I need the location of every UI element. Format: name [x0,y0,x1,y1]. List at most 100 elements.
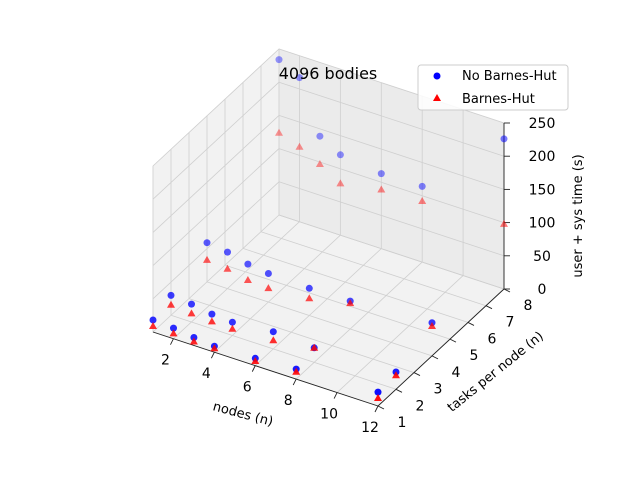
y-tick-mark [467,322,475,326]
point-barnes-hut [243,276,252,283]
point-barnes-hut [418,197,427,204]
point-barnes-hut [167,300,175,308]
point-barnes-hut [223,264,232,272]
z-grid-line [152,115,280,233]
point-no-barnes-hut [269,328,277,336]
y-tick-label: 7 [506,315,515,331]
legend-marker-no-barnes-hut [433,72,441,80]
point-barnes-hut [346,299,355,307]
y-tick-label: 4 [452,365,461,381]
z-grid-line [152,48,280,167]
z-tick-label: 0 [538,282,547,298]
point-barnes-hut [149,322,157,329]
point-barnes-hut [210,344,219,352]
z-tick-label: 200 [529,149,556,165]
y-grid-line [224,264,451,340]
y-grid-line [242,248,469,323]
z-axis-label: user + sys time (s) [571,154,586,277]
point-no-barnes-hut [418,182,426,190]
point-barnes-hut [305,294,314,302]
point-no-barnes-hut [188,300,195,308]
y-tick-mark [413,372,421,376]
point-no-barnes-hut [208,310,216,318]
y-tick-label: 8 [524,298,533,314]
legend-label-no-barnes-hut: No Barnes-Hut [462,69,557,84]
point-barnes-hut [189,337,198,345]
y-grid-line [260,231,487,307]
point-barnes-hut [315,160,324,167]
point-barnes-hut [269,336,278,344]
point-no-barnes-hut [167,291,175,299]
z-tick-label: 50 [533,249,551,265]
point-barnes-hut [203,255,211,263]
z-grid-line [152,181,280,300]
legend-marker-barnes-hut [433,94,441,101]
legend-label-barnes-hut: Barnes-Hut [462,92,535,107]
point-no-barnes-hut [275,56,283,64]
point-barnes-hut [187,309,196,317]
point-barnes-hut [310,343,319,351]
x-tick-mark [210,351,215,359]
x-tick-label: 4 [202,366,211,382]
z-grid-line [278,214,505,290]
x-tick-label: 10 [320,407,338,423]
z-grid-line [152,148,280,266]
z-tick-label: 100 [529,216,556,232]
z-grid-line [278,148,505,223]
point-barnes-hut [377,185,386,193]
data-points [149,56,508,401]
point-barnes-hut [500,219,508,227]
point-barnes-hut [251,357,260,364]
point-no-barnes-hut [224,248,231,256]
z-tick-label: 150 [529,182,556,198]
y-tick-mark [431,355,439,360]
point-barnes-hut [336,179,345,187]
y-grid-line [188,298,415,373]
z-grid-line [152,81,280,200]
point-no-barnes-hut [296,74,303,82]
point-barnes-hut [275,128,283,136]
legend-box [417,64,569,111]
chart-title: 4096 bodies [279,64,378,83]
x-tick-label: 8 [284,393,293,409]
x-tick-label: 12 [361,420,379,436]
point-barnes-hut [428,322,436,329]
point-barnes-hut [295,142,304,150]
x-grid-line [214,234,341,353]
point-barnes-hut [228,324,237,332]
point-barnes-hut [392,371,400,379]
point-no-barnes-hut [336,151,344,159]
legend: No Barnes-Hut Barnes-Hut [417,64,569,111]
point-no-barnes-hut [374,388,382,396]
point-no-barnes-hut [149,316,157,324]
point-no-barnes-hut [500,135,508,143]
z-grid-line [278,81,505,157]
point-no-barnes-hut [228,318,236,326]
y-tick-mark [503,288,511,293]
point-no-barnes-hut [170,324,177,332]
x-grid-line [173,221,300,340]
x-tick-mark [251,365,256,372]
x-tick-mark [374,405,379,413]
point-no-barnes-hut [203,239,211,247]
x-tick-label: 2 [161,353,170,369]
point-no-barnes-hut [264,270,272,277]
y-axis-line [377,288,505,407]
z-grid-line [278,48,505,124]
x-tick-mark [292,378,297,386]
point-barnes-hut [207,317,216,325]
x-grid-line [255,248,382,366]
z-grid-line [278,115,505,190]
z-tick-label: 250 [529,116,556,132]
point-no-barnes-hut [316,132,324,140]
y-tick-mark [485,305,493,310]
y-tick-label: 2 [416,398,425,414]
z-grid-line [152,214,280,333]
x-grid-line [336,275,464,393]
x-tick-mark [170,338,174,345]
y-tick-label: 6 [488,331,497,347]
z-grid-line [278,181,505,257]
y-tick-mark [449,338,457,343]
